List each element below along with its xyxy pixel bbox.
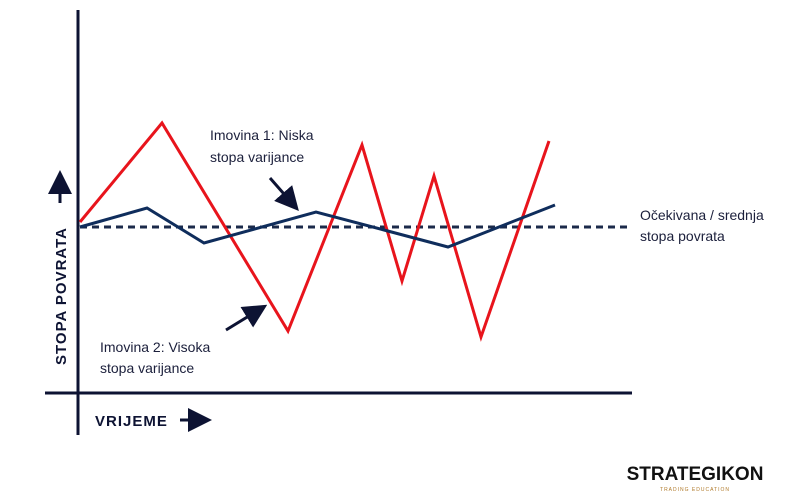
mean-label: stopa povrata <box>640 228 725 244</box>
y-axis-label: STOPA POVRATA <box>53 227 70 365</box>
asset1-label: Imovina 1: Niska <box>210 127 314 143</box>
logo-name: STRATEGIKON <box>627 464 764 485</box>
asset2-label: Imovina 2: Visoka <box>100 339 210 355</box>
x-axis-label: VRIJEME <box>95 413 168 430</box>
mean-label: Očekivana / srednja <box>640 207 764 223</box>
asset1-label: stopa varijance <box>210 149 304 165</box>
asset2-arrow <box>225 304 268 332</box>
low-variance-line <box>79 203 556 249</box>
high-variance-line <box>78 120 551 342</box>
asset1-arrow <box>268 177 299 212</box>
logo-tagline: TRADING EDUCATION <box>660 487 730 493</box>
asset2-label: stopa varijance <box>100 360 194 376</box>
